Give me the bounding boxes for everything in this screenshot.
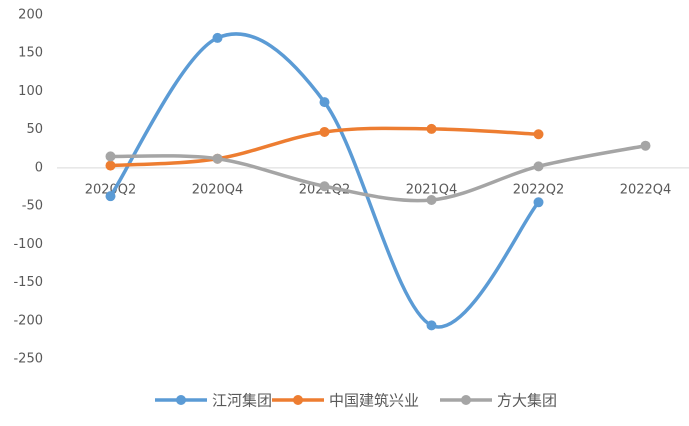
point (212, 32, 223, 43)
point (105, 160, 116, 171)
legend-label: 中国建筑兴业 (329, 392, 419, 410)
legend-marker (461, 395, 471, 405)
y-tick-label: 50 (26, 122, 43, 137)
y-tick-label: 0 (35, 160, 43, 175)
point (640, 140, 651, 151)
point (212, 153, 223, 164)
legend-marker (293, 395, 303, 405)
y-tick-label: -150 (13, 275, 43, 290)
y-tick-label: -100 (13, 237, 43, 252)
legend-label: 方大集团 (497, 392, 557, 410)
point (533, 161, 544, 172)
series-line (109, 32, 540, 329)
x-tick-label: 2022Q2 (513, 182, 565, 197)
y-tick-label: -200 (13, 313, 43, 328)
y-tick-label: -50 (22, 199, 43, 214)
point (533, 129, 544, 140)
y-tick-label: 100 (18, 84, 43, 99)
point (319, 97, 330, 108)
series-line (110, 144, 646, 203)
point (426, 320, 437, 331)
point (426, 194, 437, 205)
y-tick-label: -250 (13, 352, 43, 367)
x-tick-label: 2022Q4 (620, 182, 672, 197)
x-tick-label: 2020Q4 (192, 182, 244, 197)
point (426, 123, 437, 134)
point (533, 197, 544, 208)
x-tick-label: 2021Q4 (406, 182, 458, 197)
y-tick-label: 200 (18, 8, 43, 23)
point (105, 151, 116, 162)
y-tick-label: 150 (18, 46, 43, 61)
point (319, 181, 330, 192)
legend-marker (176, 395, 186, 405)
point (105, 191, 116, 202)
legend-label: 江河集团 (212, 392, 272, 410)
x-tick-label: 2020Q2 (85, 182, 137, 197)
point (319, 126, 330, 137)
